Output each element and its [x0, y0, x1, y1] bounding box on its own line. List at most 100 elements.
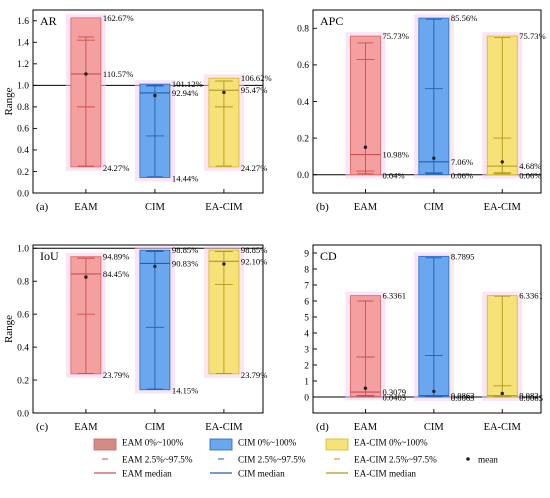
box-eam: 75.73% 10.98% 0.04% [345, 31, 409, 181]
median-label: 4.68% [519, 161, 541, 171]
chart-panel-cd: 6.33610.30790.04038.78950.08630.00656.33… [304, 244, 543, 433]
y-tick-label: 1.0 [17, 245, 29, 255]
median-label: 92.94% [172, 88, 199, 98]
max-label: 106.62% [241, 73, 272, 83]
y-tick-label: 0.2 [297, 134, 309, 144]
median-label: 95.47% [241, 85, 268, 95]
y-tick-label: 1.4 [17, 39, 29, 49]
mean-point [363, 386, 368, 390]
mean-point [500, 160, 504, 164]
y-tick-label: 0 [304, 393, 309, 403]
min-label: 23.79% [241, 370, 268, 380]
x-category-label: EA-CIM [484, 202, 522, 213]
median-label: 7.06% [451, 157, 473, 167]
median-label: 0.0863 [451, 391, 475, 401]
panel-label: (a) [36, 201, 49, 213]
mean-point [363, 145, 368, 149]
y-tick-label: 9 [304, 249, 309, 259]
max-label: 8.7895 [451, 251, 475, 261]
max-label: 98.85% [172, 245, 199, 255]
x-category-label: CIM [424, 202, 445, 213]
y-tick-label: 0.4 [17, 343, 29, 353]
x-category-label: CIM [145, 202, 166, 213]
x-category-label: EAM [74, 422, 98, 433]
max-label: 85.56% [451, 13, 478, 23]
median-label: 90.83% [172, 258, 199, 268]
y-tick-label: 0.6 [17, 310, 29, 320]
median-label: 0.082 [519, 391, 538, 401]
legend: EAM 0%~100% CIM 0%~100% EA-CIM 0%~100% mean… [93, 438, 498, 479]
y-tick-label: 0.0 [297, 171, 309, 181]
min-label: 23.79% [103, 370, 129, 380]
panel-title: AR [40, 14, 57, 28]
legend-label: EAM 0%~100% [122, 438, 184, 448]
panel-label: (b) [316, 201, 329, 213]
min-label: 24.27% [103, 163, 129, 173]
min-label: 0.0403 [382, 392, 406, 402]
legend-label: EA-CIM 2.5%~97.5% [354, 455, 437, 465]
min-label: 14.44% [172, 173, 199, 183]
y-tick-label: 2 [304, 361, 309, 371]
mean-point [153, 93, 157, 98]
chart-panel-ar: 162.67%110.57%24.27%101.12%92.94%14.44%1… [3, 9, 272, 213]
legend-label: EAM median [122, 469, 172, 479]
mean-point [84, 72, 88, 76]
y-tick-label: 0.2 [17, 376, 29, 386]
legend-label: CIM 0%~100% [238, 438, 297, 448]
max-label: 94.89% [103, 252, 129, 262]
panel-title: CD [320, 249, 337, 263]
box-ea-cim: 98.85%92.10% 23.79% [203, 245, 268, 380]
x-category-label: EA-CIM [205, 202, 243, 213]
y-axis-label: Range [3, 315, 15, 343]
y-tick-label: 1.0 [17, 82, 29, 92]
y-tick-label: 6 [304, 297, 309, 307]
legend-range-swatch [209, 438, 233, 451]
y-axis-label: Range [3, 87, 15, 115]
box-ea-cim: 106.62% 95.47% 24.27% [203, 73, 272, 173]
max-label: 101.12% [172, 79, 203, 89]
box-cim: 85.56% 7.06% 0.06% [413, 13, 478, 181]
min-label: 0.0065 [451, 393, 475, 403]
x-category-label: CIM [145, 422, 166, 433]
max-label: 75.73% [382, 31, 409, 41]
mean-point [432, 156, 436, 160]
max-label: 162.67% [103, 13, 134, 23]
mean-point [153, 264, 157, 269]
legend-label: CIM median [238, 469, 285, 479]
legend-label: EA-CIM median [354, 469, 416, 479]
box-cim: 101.12%92.94% 14.44% [134, 79, 203, 183]
y-tick-label: 0.8 [17, 278, 29, 288]
x-category-label: EAM [354, 422, 378, 433]
legend-range-swatch-shade [94, 439, 116, 450]
max-label: 98.85% [241, 245, 268, 255]
y-tick-label: 0.8 [17, 103, 29, 113]
panel-title: IoU [40, 249, 59, 263]
min-label: 0.0065 [519, 393, 543, 403]
median-label: 92.10% [241, 256, 268, 266]
legend-mean-marker [466, 457, 470, 461]
legend-label: CIM 2.5%~97.5% [238, 455, 306, 465]
mean-point [84, 275, 88, 279]
median-label: 110.57% [103, 69, 133, 79]
x-category-label: EAM [74, 202, 98, 213]
mean-point [222, 262, 226, 266]
y-tick-label: 3 [304, 345, 309, 355]
panel-label: (d) [316, 421, 329, 433]
y-tick-label: 1.6 [17, 17, 29, 27]
y-tick-label: 0.2 [17, 168, 29, 178]
x-category-label: EA-CIM [484, 422, 522, 433]
plot-frame [312, 244, 542, 414]
max-label: 6.3361 [519, 291, 543, 301]
plot-frame [32, 9, 264, 194]
mean-point [432, 389, 436, 394]
y-tick-label: 4 [304, 329, 309, 339]
legend-label: mean [478, 455, 498, 465]
min-label: 14.15% [172, 386, 199, 396]
legend-range-swatch [325, 438, 349, 451]
y-tick-label: 5 [304, 313, 309, 323]
y-tick-label: 0.4 [17, 146, 29, 156]
min-label: 0.04% [382, 171, 404, 181]
